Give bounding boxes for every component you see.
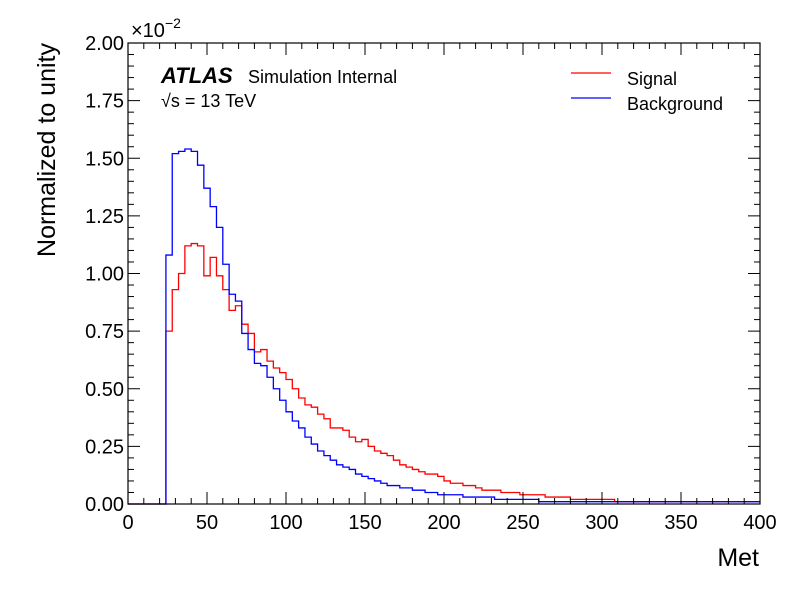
energy-label: √s = 13 TeV: [161, 91, 256, 111]
legend-label-background: Background: [627, 94, 723, 114]
y-tick-label: 1.00: [85, 264, 124, 286]
y-tick-label: 2.00: [85, 33, 124, 55]
x-tick-label: 0: [122, 512, 133, 534]
y-axis-label: Normalized to unity: [33, 43, 61, 257]
y-tick-label: 0.50: [85, 379, 124, 401]
y-tick-label: 0.00: [85, 494, 124, 516]
series-line-signal: [128, 242, 760, 505]
series-line-background: [128, 148, 760, 505]
y-tick-label: 0.25: [85, 436, 124, 458]
legend-label-signal: Signal: [627, 69, 677, 89]
x-axis-label: Met: [717, 544, 759, 572]
atlas-status-text: Simulation Internal: [248, 67, 397, 87]
series-layer: [128, 148, 760, 505]
x-tick-label: 400: [743, 512, 776, 534]
x-tick-label: 50: [196, 512, 218, 534]
x-tick-label: 200: [427, 512, 460, 534]
tick-labels: 0 50 100 150 200 250 300 350 400 0.00 0.25 0.50 0.75…: [85, 33, 777, 534]
x-tick-label: 300: [585, 512, 618, 534]
y-tick-label: 1.50: [85, 148, 124, 170]
atlas-label: ATLAS Simulation Internal √s = 13 TeV: [160, 63, 397, 111]
y-tick-label: 1.75: [85, 91, 124, 113]
y-multiplier: ×10−2: [131, 15, 181, 42]
y-tick-label: 1.25: [85, 206, 124, 228]
x-tick-label: 150: [348, 512, 381, 534]
atlas-logo-text: ATLAS: [160, 63, 233, 88]
axis-ticks: [127, 42, 761, 505]
legend: Signal Background: [571, 69, 723, 114]
x-tick-label: 350: [664, 512, 697, 534]
y-tick-label: 0.75: [85, 321, 124, 343]
x-tick-label: 100: [269, 512, 302, 534]
x-tick-label: 250: [506, 512, 539, 534]
